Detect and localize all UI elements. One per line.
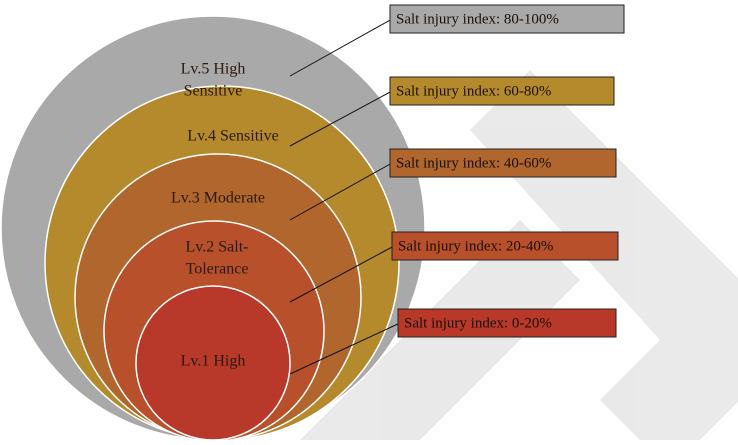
- level-label: Lv.4 Sensitive: [187, 128, 278, 145]
- index-box: [391, 231, 619, 261]
- index-box: [389, 76, 615, 106]
- index-text: Salt injury index: 40-60%: [396, 155, 551, 171]
- level-label: Lv.1 High: [181, 353, 246, 370]
- leader-line: [289, 18, 393, 77]
- index-box: [397, 308, 617, 338]
- index-text: Salt injury index: 60-80%: [396, 83, 551, 99]
- leader-line: [289, 90, 393, 147]
- index-box: [389, 148, 617, 178]
- level-label: Lv.3 Moderate: [171, 190, 265, 207]
- leader-line: [289, 322, 401, 375]
- level-circle: [135, 285, 291, 441]
- index-text: Salt injury index: 20-40%: [398, 238, 553, 254]
- level-label: Lv.5 High: [181, 61, 246, 78]
- level-label: Lv.2 Salt-: [186, 239, 249, 256]
- index-box: [389, 4, 625, 34]
- index-text: Salt injury index: 0-20%: [404, 315, 552, 331]
- leader-line: [289, 245, 395, 303]
- leader-line: [289, 162, 393, 221]
- index-text: Salt injury index: 80-100%: [396, 11, 559, 27]
- level-label: Sensitive: [184, 83, 243, 100]
- level-label: Tolerance: [186, 261, 249, 278]
